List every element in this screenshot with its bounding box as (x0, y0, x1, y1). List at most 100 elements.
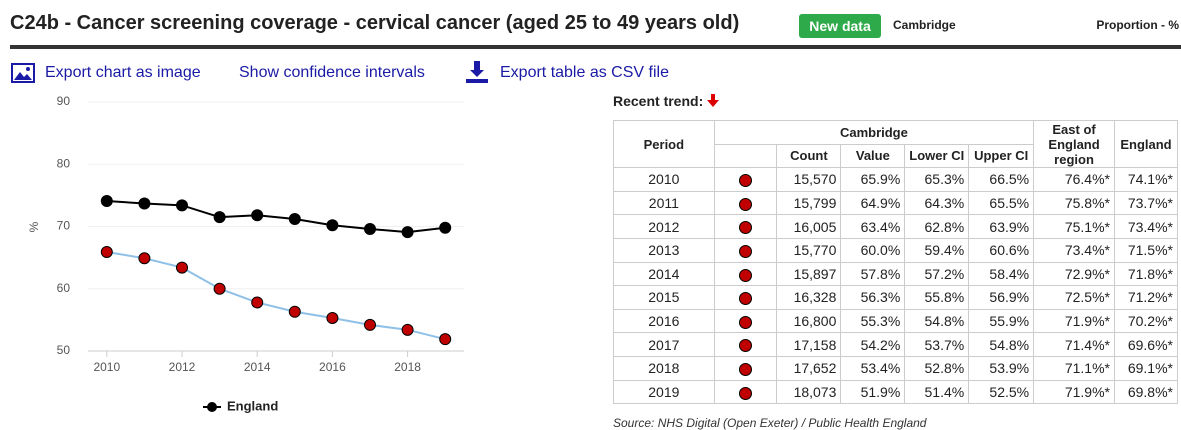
header-cell: Cambridge (713, 120, 1035, 145)
trend-arrow (707, 94, 720, 107)
table-cell: 16,328 (776, 285, 842, 310)
point (251, 209, 264, 222)
table-row: 2017 17,158 54.2% 53.7% 54.8% 71.4%* 69.6%* (613, 332, 1179, 357)
unit: Proportion - % (1096, 18, 1179, 32)
area: Cambridge (893, 18, 956, 32)
header-cell: Upper CI (968, 143, 1035, 169)
point (326, 312, 339, 325)
y-tick-label: 70 (57, 219, 71, 233)
point (288, 305, 301, 318)
download-icon[interactable] (465, 60, 489, 84)
table-cell: 73.4%* (1033, 237, 1115, 263)
point (439, 333, 452, 346)
export-image-link[interactable]: Export chart as image (45, 64, 201, 81)
point (251, 296, 264, 309)
table-cell: 71.1%* (1033, 355, 1115, 381)
table-row: 2018 17,652 53.4% 52.8% 53.9% 71.1%* 69.1%* (613, 355, 1179, 381)
x-tick-label: 2010 (93, 360, 120, 374)
table-cell: 76.4%* (1033, 167, 1115, 192)
table-cell: 15,770 (776, 237, 842, 263)
marker (739, 197, 753, 211)
table-cell: 66.5% (968, 167, 1035, 192)
table-cell: 2015 (613, 285, 715, 310)
table-cell: 53.7% (904, 332, 970, 357)
table-cell: 52.5% (968, 379, 1035, 405)
y-tick-label: 60 (57, 281, 71, 295)
table-cell: 73.7%* (1113, 190, 1179, 216)
table-cell: 2012 (613, 214, 715, 239)
marker (739, 268, 753, 282)
table-cell: 18,073 (776, 379, 842, 405)
table-row: 2019 18,073 51.9% 51.4% 52.5% 71.9%* 69.8%* (613, 379, 1179, 405)
table-cell: 17,158 (776, 332, 842, 357)
table-cell: 52.8% (904, 355, 970, 381)
table-cell: 62.8% (904, 214, 970, 239)
marker (739, 174, 753, 188)
table-cell: 2016 (613, 308, 715, 334)
point (401, 323, 414, 336)
marker-cell (713, 237, 778, 263)
marker-cell (713, 261, 778, 287)
data-table: Period Cambridge East of England region … (613, 119, 1179, 405)
x-tick-label: 2018 (394, 360, 421, 374)
marker (739, 292, 753, 306)
marker (739, 386, 753, 400)
table-cell: 60.6% (968, 237, 1035, 263)
table-cell: 71.8%* (1113, 261, 1179, 287)
table-row: 2012 16,005 63.4% 62.8% 63.9% 75.1%* 73.4%* (613, 214, 1179, 239)
point (176, 199, 188, 212)
marker (739, 245, 753, 259)
trend-label: Recent trend: (613, 93, 704, 109)
header-cell (713, 143, 778, 169)
point (364, 318, 376, 331)
source: Source: NHS Digital (Open Exeter) / Publ… (613, 416, 927, 430)
table-cell: 15,799 (776, 190, 842, 216)
table-cell: 69.6%* (1113, 332, 1179, 357)
marker (739, 315, 753, 329)
table-cell: 60.0% (840, 237, 906, 263)
table-cell: 75.8%* (1033, 190, 1115, 216)
table-cell: 71.2%* (1113, 285, 1179, 310)
table-row: 2011 15,799 64.9% 64.3% 65.5% 75.8%* 73.7%* (613, 190, 1179, 216)
header-cell: Lower CI (904, 143, 970, 169)
table-cell: 15,897 (776, 261, 842, 287)
table-cell: 74.1%* (1113, 167, 1179, 192)
marker-cell (713, 355, 778, 381)
marker (739, 363, 753, 377)
header-cell: Value (840, 143, 906, 169)
legend-marker (207, 402, 217, 412)
header-cell: England (1113, 119, 1179, 169)
image-icon[interactable] (10, 62, 36, 84)
table-cell: 54.8% (968, 332, 1035, 357)
marker-cell (713, 190, 778, 216)
table-cell: 72.5%* (1033, 285, 1115, 310)
table-cell: 53.4% (840, 355, 906, 381)
table-cell: 58.4% (968, 261, 1035, 287)
table-cell: 65.3% (904, 167, 970, 192)
point (176, 261, 188, 274)
y-tick-label: 80 (57, 156, 71, 170)
point (401, 226, 414, 239)
export-csv-link[interactable]: Export table as CSV file (500, 64, 669, 81)
marker-cell (713, 285, 778, 310)
table-cell: 73.4%* (1113, 214, 1179, 239)
table-row: 2014 15,897 57.8% 57.2% 58.4% 72.9%* 71.8%* (613, 261, 1179, 287)
marker-cell (713, 379, 778, 405)
y-axis-label: % (27, 221, 41, 232)
table-cell: 2018 (613, 355, 715, 381)
table-cell: 69.8%* (1113, 379, 1179, 405)
table-cell: 15,570 (776, 167, 842, 192)
header-cell: Period (613, 119, 715, 169)
point (100, 246, 113, 259)
marker (739, 221, 753, 235)
table-cell: 57.8% (840, 261, 906, 287)
x-tick-label: 2012 (169, 360, 196, 374)
table-cell: 65.5% (968, 190, 1035, 216)
confidence-link[interactable]: Show confidence intervals (239, 64, 425, 81)
point (439, 221, 452, 234)
table-row: 2016 16,800 55.3% 54.8% 55.9% 71.9%* 70.2%* (613, 308, 1179, 334)
y-tick-label: 90 (57, 94, 71, 108)
marker-cell (713, 332, 778, 357)
table-cell: 2014 (613, 261, 715, 287)
table-cell: 2013 (613, 237, 715, 263)
